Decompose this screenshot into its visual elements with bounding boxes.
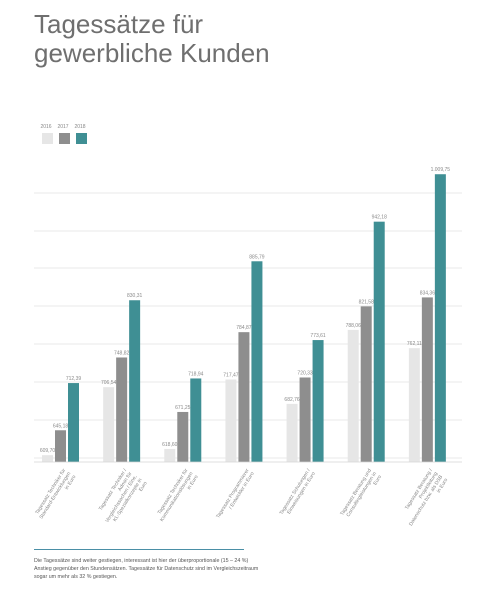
data-label: 718,94 [188,371,204,377]
data-label: 720,33 [297,370,313,376]
data-label: 885,79 [249,254,265,260]
legend-swatch [76,133,87,144]
x-tick-label: Tagessatz Beratung undConsultingleistung… [339,468,383,523]
data-label: 834,36 [420,290,436,296]
legend-label: 2018 [74,124,85,130]
data-label: 773,61 [310,333,326,339]
bar [299,377,311,462]
bar [347,329,359,462]
data-label: 942,18 [372,215,388,221]
footnote: Die Tagessätze sind weiter gestiegen, in… [34,558,259,580]
data-label: 609,70 [40,448,56,454]
value-labels: 609,70 645,18 712,39 706,54 748,82 830,31 618,… [40,167,450,454]
bar [42,455,53,462]
data-label: 821,58 [359,299,375,305]
legend: 2016 2017 2018 [40,124,87,144]
bar [408,348,420,462]
data-label: 830,31 [127,293,143,299]
data-label: 1.009,75 [431,167,451,173]
bar [286,403,298,462]
data-label: 717,47 [223,372,239,378]
bar [360,306,372,462]
legend-swatch [59,133,70,144]
chart-title-line-2: gewerbliche Kunden [34,38,270,68]
data-label: 682,76 [284,397,300,403]
bar [434,174,446,462]
bar [164,448,176,462]
x-tick-label: Tagessatz Techniker fürStandard-Entwickl… [33,468,77,524]
data-label: 762,11 [407,341,422,347]
bar [421,297,433,462]
bar [238,332,250,462]
x-tick-label: Tagessatz Techniker fürKommunikationslös… [154,468,200,526]
x-tick-label: Tagessatz Schulungen /Einweisungen in Eu… [279,467,318,519]
bar [103,387,115,462]
data-label: 712,39 [66,376,82,382]
data-label: 706,54 [101,380,117,386]
bar [312,340,324,462]
bar [129,300,141,462]
bar [373,221,385,462]
legend-swatch [42,133,53,144]
x-tick-label: Tagessatz Techniker /Admin fürVergleichs… [94,467,149,530]
data-label: 618,60 [162,442,178,448]
data-label: 645,18 [53,423,69,429]
bar [251,261,263,462]
x-tick-label: Tagessatz Programmierer/ Entwickler in E… [215,468,256,523]
bar [190,378,202,462]
bars [42,174,446,462]
bar [225,379,237,462]
chart-title: Tagessätze für gewerbliche Kunden [34,10,270,68]
data-label: 784,87 [236,325,252,331]
bar [177,411,189,462]
data-label: 748,82 [114,350,130,356]
x-tick-label: Tagessatz Beratung /ProjektleitungDatens… [398,467,450,530]
bar [68,383,79,462]
legend-label: 2016 [40,124,51,130]
data-label: 788,06 [346,323,362,329]
bar [116,357,128,462]
chart-title-line-1: Tagessätze für [34,9,204,39]
legend-label: 2017 [57,124,68,130]
data-label: 671,25 [175,405,191,411]
footnote-divider [34,549,244,550]
bar [55,430,66,462]
